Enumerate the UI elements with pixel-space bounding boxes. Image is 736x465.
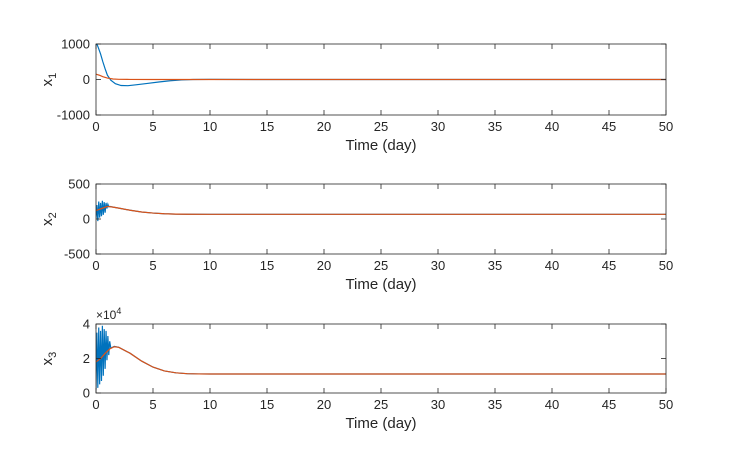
y-tick-label: 0	[83, 386, 90, 401]
x-tick-label: 30	[431, 258, 445, 273]
x-tick-label: 10	[203, 258, 217, 273]
x-tick-label: 20	[317, 397, 331, 412]
y-tick-label: -1000	[57, 108, 90, 123]
y-tick-label: 4	[83, 317, 90, 332]
x-tick-label: 45	[602, 397, 616, 412]
x-tick-label: 0	[92, 397, 99, 412]
x-tick-label: 0	[92, 258, 99, 273]
x-tick-label: 45	[602, 258, 616, 273]
x-tick-label: 25	[374, 258, 388, 273]
x-tick-label: 40	[545, 258, 559, 273]
x-tick-label: 0	[92, 119, 99, 134]
x-tick-label: 30	[431, 397, 445, 412]
x-tick-label: 15	[260, 258, 274, 273]
y-tick-label: 2	[83, 351, 90, 366]
series-line-2	[96, 346, 666, 375]
x-axis-label: Time (day)	[345, 137, 416, 154]
x-tick-label: 30	[431, 119, 445, 134]
series-line-2	[96, 73, 666, 81]
y-axis-label: x2	[39, 212, 59, 226]
x-tick-label: 35	[488, 119, 502, 134]
x-tick-label: 15	[260, 397, 274, 412]
axes-box	[95, 183, 667, 255]
x-tick-label: 40	[545, 119, 559, 134]
x-tick-label: 50	[659, 119, 673, 134]
x-tick-label: 10	[203, 397, 217, 412]
x-tick-label: 45	[602, 119, 616, 134]
exponent-label: ×104	[96, 306, 121, 322]
x-tick-label: 5	[149, 397, 156, 412]
x-tick-label: 5	[149, 119, 156, 134]
x-axis-label: Time (day)	[345, 415, 416, 432]
x-tick-label: 50	[659, 397, 673, 412]
exponent-power: 4	[116, 306, 121, 316]
y-tick-label: 500	[68, 177, 90, 192]
series-line-2	[96, 205, 666, 215]
x-tick-label: 25	[374, 397, 388, 412]
y-tick-label: 0	[83, 212, 90, 227]
y-tick-label: 1000	[61, 37, 90, 52]
x-tick-label: 35	[488, 397, 502, 412]
series-line-1	[96, 200, 666, 222]
y-tick-label: -500	[64, 247, 90, 262]
y-axis-label: x3	[39, 352, 59, 366]
y-tick-label: 0	[83, 72, 90, 87]
axes-box	[95, 323, 667, 394]
x-tick-label: 35	[488, 258, 502, 273]
x-axis-label: Time (day)	[345, 276, 416, 293]
series-line-1	[96, 325, 666, 390]
y-axis-label: x1	[39, 73, 59, 87]
x-tick-label: 40	[545, 397, 559, 412]
x-tick-label: 5	[149, 258, 156, 273]
x-tick-label: 10	[203, 119, 217, 134]
x-tick-label: 15	[260, 119, 274, 134]
x-tick-label: 20	[317, 119, 331, 134]
x-tick-label: 20	[317, 258, 331, 273]
x-tick-label: 25	[374, 119, 388, 134]
x-tick-label: 50	[659, 258, 673, 273]
